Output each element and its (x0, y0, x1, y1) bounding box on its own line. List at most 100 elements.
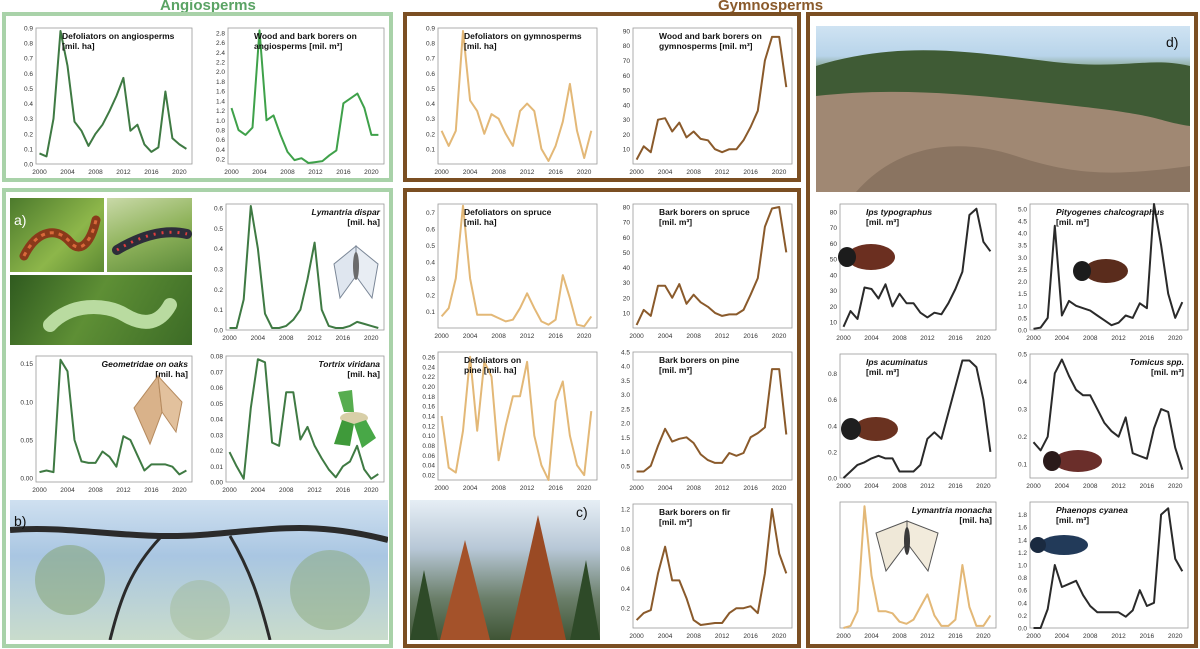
y-tick-label: 0.05 (20, 438, 33, 445)
y-tick-label: 0.4 (621, 586, 630, 593)
moth-illustration-lymantria-monacha (875, 520, 939, 573)
x-tick-label: 2004 (658, 169, 673, 176)
x-tick-label: 2012 (920, 483, 935, 490)
x-tick-label: 2012 (116, 169, 131, 176)
chart-svg: 10 20 30 40 50 60 70 80 2000 2004 2008 2012 2016 2020 (623, 203, 793, 340)
y-tick-label: 0.0 (24, 162, 33, 169)
y-tick-label: 0.06 (422, 453, 435, 460)
y-tick-label: 0.1 (214, 307, 223, 314)
moth-illustration-gypsy (333, 244, 379, 300)
y-tick-label: 1.0 (621, 526, 630, 533)
x-tick-label: 2004 (463, 333, 478, 340)
y-tick-label: 2.0 (621, 421, 630, 428)
x-tick-label: 2008 (280, 169, 295, 176)
y-tick-label: 0.04 (210, 417, 223, 424)
x-tick-label: 2012 (307, 487, 322, 494)
y-tick-label: 0.24 (422, 364, 435, 371)
y-tick-label: 0.02 (422, 473, 435, 480)
series-line (228, 358, 379, 480)
series-line (440, 204, 593, 328)
x-tick-label: 2016 (743, 169, 758, 176)
series-line (635, 508, 788, 626)
chart-title: Defoliators on gymnosperms [mil. ha] (464, 31, 582, 51)
x-tick-label: 2020 (1168, 633, 1183, 640)
y-tick-label: 1.8 (216, 79, 225, 86)
y-tick-label: 0.0 (828, 476, 837, 483)
chart-svg: 0.00 0.05 0.10 0.15 2000 2004 2008 2012 2016 2020 (20, 355, 193, 494)
x-tick-label: 2012 (308, 169, 323, 176)
y-tick-label: 2.4 (216, 50, 225, 57)
y-tick-label: 1.0 (621, 449, 630, 456)
x-tick-label: 2020 (1168, 483, 1183, 490)
gymnosperms-summary-frame (403, 12, 801, 182)
x-tick-label: 2020 (772, 485, 787, 492)
gymnosperms-detail-frame (403, 188, 801, 648)
chart-title: Wood and bark borers on gymnosperms [mil.… (659, 31, 762, 51)
chart-svg: 0.02 0.04 0.06 0.08 0.10 0.12 0.14 0.16 0.18 0.20… (422, 351, 598, 492)
y-tick-label: 0.10 (20, 399, 33, 406)
x-tick-label: 2000 (629, 333, 644, 340)
y-tick-label: 2.0 (1018, 279, 1027, 286)
series-line (440, 30, 593, 162)
x-tick-label: 2004 (658, 485, 673, 492)
panel-label-c: c) (576, 504, 588, 520)
y-tick-label: 1.0 (1018, 303, 1027, 310)
x-tick-label: 2008 (491, 169, 506, 176)
series-line (1033, 203, 1184, 330)
y-tick-label: 0.5 (1018, 352, 1027, 359)
chart-svg: 0.1 0.2 0.3 0.4 0.5 2000 2004 2008 2012 2016 2020 (1018, 352, 1189, 490)
y-tick-label: 3.5 (1018, 243, 1027, 250)
x-tick-label: 2000 (434, 333, 449, 340)
oak-canopy-photo (10, 500, 388, 640)
x-tick-label: 2012 (520, 485, 535, 492)
y-tick-label: 0.3 (426, 276, 435, 283)
chart-svg: 0.0 0.1 0.2 0.3 0.4 0.5 0.6 2000 2004 2008 2012 201… (214, 203, 385, 342)
y-tick-label: 0.8 (24, 41, 33, 48)
x-tick-label: 2004 (60, 169, 75, 176)
x-tick-label: 2016 (948, 633, 963, 640)
y-tick-label: 0.7 (426, 210, 435, 217)
y-tick-label: 0.2 (214, 287, 223, 294)
series-line (229, 205, 379, 329)
plot-area (35, 27, 193, 165)
x-tick-label: 2016 (548, 169, 563, 176)
y-tick-label: 0.7 (426, 56, 435, 63)
x-tick-label: 2004 (1055, 633, 1070, 640)
y-tick-label: 0.1 (426, 309, 435, 316)
chart-svg: 2000 2004 2008 2012 2016 2020 (836, 501, 997, 640)
caterpillar-photo-1 (10, 198, 104, 272)
y-tick-label: 0.26 (422, 354, 435, 361)
x-tick-label: 2012 (1111, 483, 1126, 490)
x-tick-label: 2020 (577, 333, 592, 340)
x-tick-label: 2016 (548, 333, 563, 340)
chart-svg: 0.2 0.4 0.6 0.8 1.0 1.2 1.4 1.6 1.8 2.0 2.2 2.4 2.6 2… (216, 27, 385, 176)
x-tick-label: 2016 (336, 335, 351, 342)
x-tick-label: 2004 (251, 487, 266, 494)
y-tick-label: 90 (623, 28, 631, 35)
y-tick-label: 50 (623, 250, 631, 257)
y-tick-label: 0.3 (1018, 407, 1027, 414)
series-line (635, 35, 788, 161)
x-tick-label: 2000 (222, 335, 237, 342)
gymnosperms-title: Gymnosperms (718, 0, 824, 14)
chart-title: Tortrix viridana [mil. ha] (318, 359, 380, 379)
y-tick-label: 30 (830, 288, 838, 295)
x-tick-label: 2000 (224, 169, 239, 176)
chart-svg: 0.1 0.2 0.3 0.4 0.5 0.6 0.7 0.8 0.9 2000 2004 2008 2… (426, 26, 598, 176)
chart-geometridae-oaks: 0.00 0.05 0.10 0.15 2000 2004 2008 2012 2016 2020… (8, 348, 198, 498)
chart-svg: 0.1 0.2 0.3 0.4 0.5 0.6 0.7 2000 2004 2008 2012 201… (426, 203, 598, 340)
x-tick-label: 2012 (116, 487, 131, 494)
x-tick-label: 2012 (715, 633, 730, 640)
x-tick-label: 2016 (144, 169, 159, 176)
x-tick-label: 2008 (1083, 335, 1098, 342)
y-tick-label: 0.1 (426, 146, 435, 153)
y-tick-label: 70 (830, 225, 838, 232)
x-tick-label: 2008 (892, 633, 907, 640)
y-tick-label: 50 (830, 257, 838, 264)
x-tick-label: 2016 (743, 633, 758, 640)
y-tick-label: 1.0 (216, 118, 225, 125)
x-tick-label: 2008 (491, 485, 506, 492)
x-tick-label: 2000 (1026, 335, 1041, 342)
plot-area (1029, 353, 1189, 479)
series-line (1033, 507, 1184, 629)
